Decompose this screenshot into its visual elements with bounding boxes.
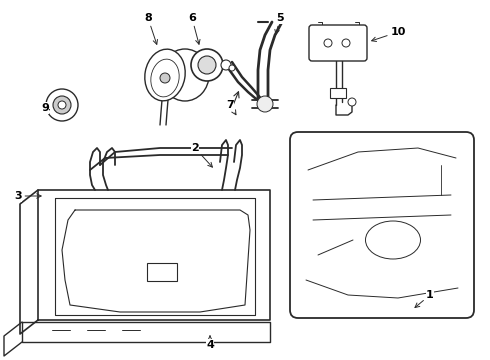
Text: 7: 7: [226, 100, 236, 115]
Text: 5: 5: [275, 13, 284, 34]
Text: 6: 6: [188, 13, 200, 44]
Ellipse shape: [145, 49, 185, 101]
Circle shape: [160, 73, 170, 83]
Circle shape: [191, 49, 223, 81]
Text: 9: 9: [41, 103, 49, 113]
Text: 2: 2: [191, 143, 212, 167]
Circle shape: [229, 65, 235, 71]
Bar: [330, 88, 346, 98]
FancyBboxPatch shape: [309, 25, 367, 61]
Circle shape: [324, 39, 332, 47]
Bar: [147, 263, 177, 281]
Circle shape: [221, 60, 231, 70]
Text: 1: 1: [415, 290, 434, 307]
Circle shape: [348, 98, 356, 106]
Circle shape: [198, 56, 216, 74]
Circle shape: [342, 39, 350, 47]
Text: 10: 10: [372, 27, 406, 41]
Ellipse shape: [151, 59, 179, 97]
Text: 3: 3: [14, 191, 41, 201]
Ellipse shape: [161, 49, 209, 101]
Circle shape: [58, 101, 66, 109]
Circle shape: [53, 96, 71, 114]
Text: 8: 8: [144, 13, 157, 44]
Text: 4: 4: [206, 336, 214, 350]
FancyBboxPatch shape: [290, 132, 474, 318]
Circle shape: [46, 89, 78, 121]
Circle shape: [257, 96, 273, 112]
